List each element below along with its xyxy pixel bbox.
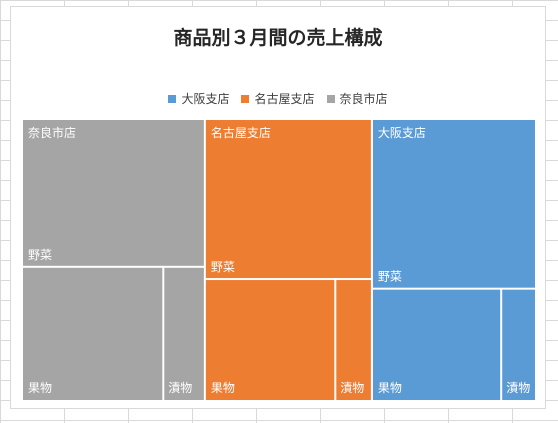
treemap-leaf-label-osaka-pickles: 漬物 bbox=[506, 380, 530, 395]
treemap-group-label-nara: 奈良市店 bbox=[28, 125, 76, 140]
legend-label-nara: 奈良市店 bbox=[339, 92, 388, 106]
legend-swatch-nara bbox=[326, 94, 335, 103]
treemap-leaf-label-osaka-vegetables: 野菜 bbox=[378, 270, 402, 284]
treemap-cell-osaka-vegetables bbox=[372, 120, 535, 288]
chart-area: 商品別３月間の売上構成 大阪支店 名古屋支店 奈良市店 奈良市店 野菜 果物 漬物 名古… bbox=[10, 6, 546, 409]
treemap-cell-osaka-fruit bbox=[372, 289, 501, 400]
treemap-group-label-osaka: 大阪支店 bbox=[378, 126, 426, 140]
legend-item-osaka: 大阪支店 bbox=[168, 90, 229, 107]
legend-label-nagoya: 名古屋支店 bbox=[254, 92, 315, 106]
treemap-leaf-label-nara-vegetables: 野菜 bbox=[28, 248, 52, 262]
treemap-cell-nara-vegetables bbox=[23, 120, 204, 266]
treemap-cell-nara-pickles bbox=[164, 267, 204, 400]
legend-item-nagoya: 名古屋支店 bbox=[241, 90, 315, 107]
treemap-cell-nara-fruit bbox=[23, 267, 163, 400]
treemap-leaf-label-nagoya-fruit: 果物 bbox=[211, 381, 235, 395]
treemap-leaf-label-nara-pickles: 漬物 bbox=[168, 380, 192, 395]
treemap-cell-nagoya-vegetables bbox=[205, 120, 371, 279]
legend: 大阪支店 名古屋支店 奈良市店 bbox=[11, 90, 545, 107]
legend-swatch-nagoya bbox=[241, 94, 250, 103]
legend-item-nara: 奈良市店 bbox=[326, 90, 388, 107]
treemap-group-label-nagoya: 名古屋支店 bbox=[211, 125, 271, 140]
treemap-leaf-label-nara-fruit: 果物 bbox=[28, 381, 52, 395]
treemap-leaf-label-nagoya-pickles: 漬物 bbox=[340, 380, 364, 395]
legend-label-osaka: 大阪支店 bbox=[181, 92, 230, 106]
treemap-cell-nagoya-pickles bbox=[336, 280, 371, 400]
treemap-leaf-label-osaka-fruit: 果物 bbox=[378, 381, 402, 395]
treemap-cell-nagoya-fruit bbox=[205, 280, 335, 400]
treemap-leaf-label-nagoya-vegetables: 野菜 bbox=[211, 260, 235, 274]
legend-swatch-osaka bbox=[168, 94, 177, 103]
treemap-cell-osaka-pickles bbox=[502, 289, 535, 400]
chart-title: 商品別３月間の売上構成 bbox=[173, 27, 383, 49]
